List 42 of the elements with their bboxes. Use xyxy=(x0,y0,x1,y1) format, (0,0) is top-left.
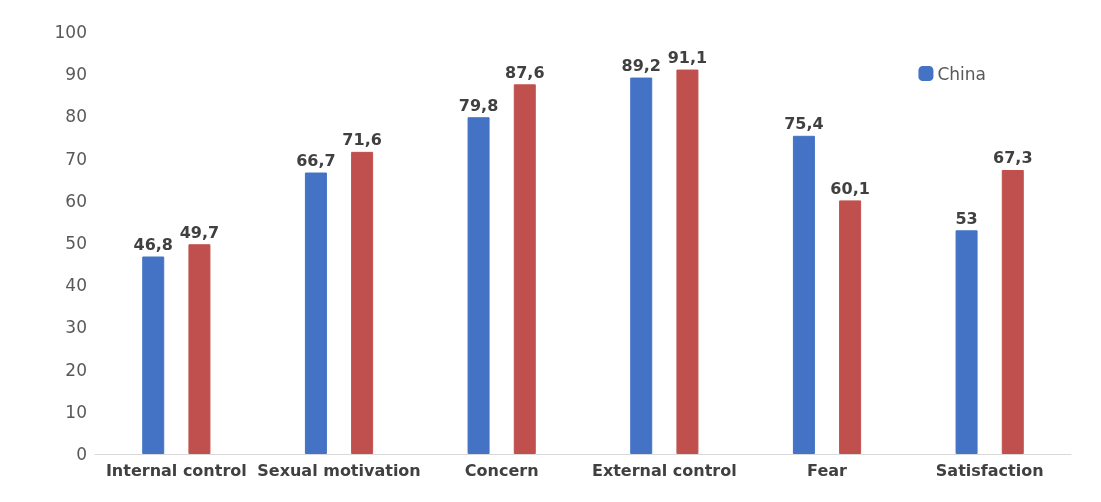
bar xyxy=(142,256,165,454)
y-tick-label: 20 xyxy=(65,359,87,380)
legend-label: China xyxy=(937,63,986,84)
data-label: 89,2 xyxy=(621,56,661,76)
bar xyxy=(467,117,490,454)
bar xyxy=(955,230,978,454)
x-tick-label: Internal control xyxy=(105,460,247,480)
bar xyxy=(630,77,653,454)
y-tick-label: 40 xyxy=(65,275,87,296)
y-tick-label: 70 xyxy=(65,148,87,169)
data-label: 75,4 xyxy=(784,114,824,134)
x-tick-label: Sexual motivation xyxy=(257,460,421,480)
data-label: 79,8 xyxy=(458,95,499,115)
data-label: 49,7 xyxy=(179,222,220,242)
y-tick-label: 100 xyxy=(54,22,87,42)
bar xyxy=(839,200,862,454)
y-tick-label: 10 xyxy=(65,401,87,422)
bar xyxy=(513,84,536,454)
y-tick-label: 0 xyxy=(76,444,87,464)
data-label: 71,6 xyxy=(342,130,382,150)
data-label: 60,1 xyxy=(830,178,870,198)
x-tick-label: External control xyxy=(591,460,737,480)
data-label: 66,7 xyxy=(296,151,336,171)
x-tick-label: Concern xyxy=(464,460,539,480)
data-label: 91,1 xyxy=(667,48,708,68)
bar xyxy=(304,172,327,454)
y-tick-label: 80 xyxy=(65,106,87,127)
data-label: 46,8 xyxy=(133,235,173,254)
y-tick-label: 90 xyxy=(65,64,87,85)
bar xyxy=(188,244,211,454)
y-tick-label: 30 xyxy=(65,317,87,338)
bar xyxy=(1001,169,1024,454)
data-label: 53 xyxy=(955,208,978,228)
bar xyxy=(792,135,815,454)
data-label: 87,6 xyxy=(505,62,545,82)
data-label: 67,3 xyxy=(993,148,1033,168)
x-tick-label: Fear xyxy=(807,460,848,480)
y-tick-label: 50 xyxy=(65,233,87,253)
x-tick-label: Satisfaction xyxy=(935,460,1044,480)
y-tick-label: 60 xyxy=(65,190,87,211)
bar xyxy=(676,69,699,454)
bar xyxy=(351,151,374,454)
